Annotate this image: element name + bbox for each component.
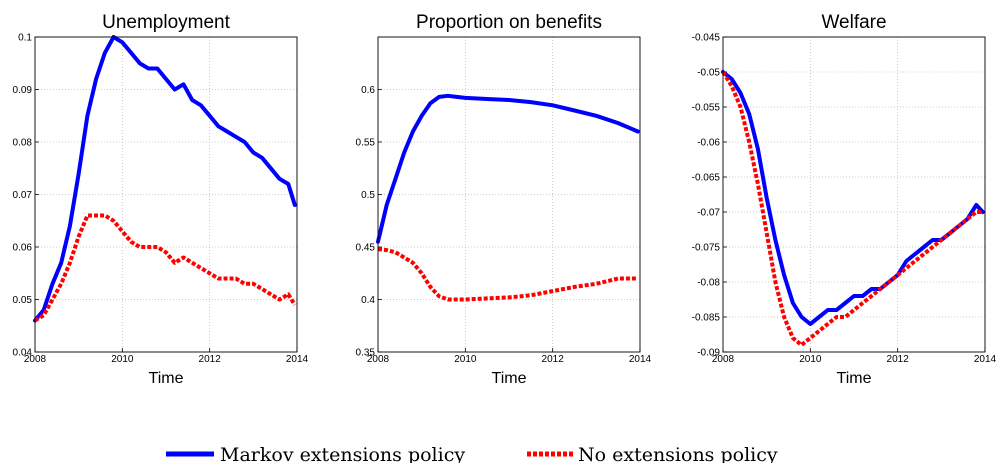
x-axis-label-unemployment: Time	[149, 370, 184, 387]
y-tick-label-benefits: 0.45	[356, 243, 376, 254]
chart-title-unemployment: Unemployment	[102, 12, 230, 33]
x-tick-label-unemployment: 2010	[111, 354, 134, 365]
x-axis-label-welfare: Time	[837, 370, 872, 387]
y-tick-label-benefits: 0.35	[356, 348, 376, 359]
y-tick-label-welfare: -0.08	[697, 278, 720, 289]
y-tick-label-welfare: -0.05	[697, 68, 720, 79]
panel-welfare: 2008 2010 2012 2014 -0.09 -0.085 -0.08 -0.075 -0…	[692, 12, 997, 387]
plot-area-benefits	[378, 37, 640, 352]
y-tick-label-welfare: -0.085	[692, 313, 721, 324]
y-tick-label-unemployment: 0.09	[13, 85, 33, 96]
x-tick-label-unemployment: 2014	[286, 354, 309, 365]
x-tick-label-welfare: 2010	[799, 354, 822, 365]
panel-proportion-on-benefits: 2008 2010 2012 2014 0.35 0.4 0.45 0.5 0.55 0.6 Pro…	[356, 12, 652, 387]
y-tick-label-unemployment: 0.1	[18, 33, 32, 44]
x-tick-label-welfare: 2014	[974, 354, 997, 365]
x-axis-label-benefits: Time	[492, 370, 527, 387]
y-tick-label-unemployment: 0.04	[13, 348, 33, 359]
y-tick-label-unemployment: 0.07	[13, 190, 33, 201]
x-tick-label-benefits: 2008	[367, 354, 390, 365]
legend-label-markov: Markov extensions policy	[220, 444, 465, 463]
y-tick-label-welfare: -0.07	[697, 208, 720, 219]
y-tick-label-benefits: 0.55	[356, 138, 376, 149]
y-tick-label-welfare: -0.045	[692, 33, 721, 44]
y-tick-label-welfare: -0.075	[692, 243, 721, 254]
y-tick-label-unemployment: 0.06	[13, 243, 33, 254]
y-tick-label-welfare: -0.055	[692, 103, 721, 114]
axes-frame-unemployment	[34, 36, 298, 353]
x-tick-label-welfare: 2012	[887, 354, 910, 365]
x-tick-label-benefits: 2014	[629, 354, 652, 365]
y-tick-label-unemployment: 0.05	[13, 295, 33, 306]
legend-label-no-extensions: No extensions policy	[578, 444, 778, 463]
series-line-welfare-no-extensions	[721, 70, 983, 347]
axes-frame-welfare	[722, 36, 986, 353]
x-tick-label-welfare: 2008	[712, 354, 735, 365]
y-tick-label-benefits: 0.6	[361, 85, 375, 96]
chart-title-welfare: Welfare	[821, 12, 886, 33]
series-line-benefits-markov	[376, 93, 640, 244]
y-tick-label-unemployment: 0.08	[13, 138, 33, 149]
axes-frame-benefits	[377, 36, 641, 353]
series-line-unemployment-no-extensions	[33, 213, 297, 323]
y-tick-label-welfare: -0.06	[697, 138, 720, 149]
panel-unemployment: 2008 2010 2012 2014 0.04 0.05 0.06 0.07 0.08 0.09…	[13, 12, 309, 387]
y-tick-label-benefits: 0.4	[361, 295, 375, 306]
x-tick-label-benefits: 2010	[454, 354, 477, 365]
y-tick-label-welfare: -0.09	[697, 348, 720, 359]
series-line-unemployment-markov	[33, 35, 297, 323]
x-tick-label-unemployment: 2008	[24, 354, 47, 365]
legend: Markov extensions policy No extensions p…	[166, 444, 778, 463]
chart-title-benefits: Proportion on benefits	[416, 12, 602, 33]
plot-area-unemployment	[35, 37, 297, 352]
x-tick-label-benefits: 2012	[542, 354, 565, 365]
x-tick-label-unemployment: 2012	[199, 354, 222, 365]
y-tick-label-benefits: 0.5	[361, 190, 375, 201]
y-tick-label-welfare: -0.065	[692, 173, 721, 184]
series-line-benefits-no-extensions	[377, 247, 638, 302]
plot-area-welfare	[723, 37, 985, 352]
